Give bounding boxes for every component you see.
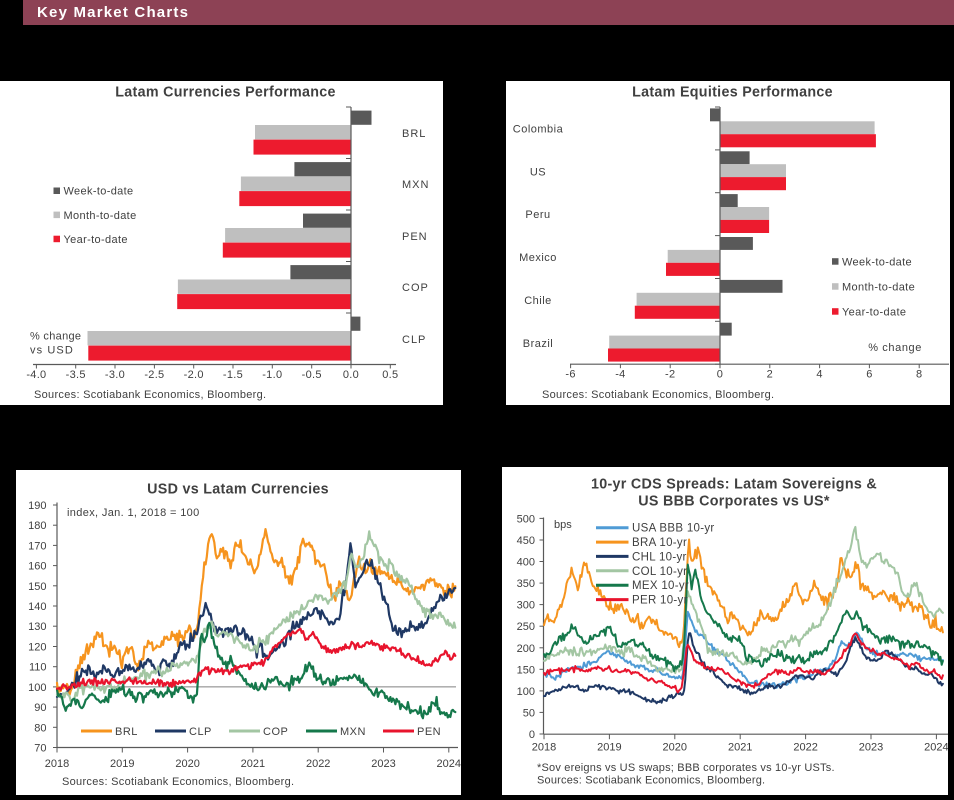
svg-text:100: 100 bbox=[28, 682, 46, 694]
svg-text:Month-to-date: Month-to-date bbox=[842, 281, 915, 293]
svg-text:-2.5: -2.5 bbox=[144, 369, 164, 381]
svg-text:50: 50 bbox=[523, 707, 535, 719]
svg-text:-6: -6 bbox=[565, 369, 575, 381]
svg-text:Mexico: Mexico bbox=[519, 252, 557, 264]
svg-text:-4.0: -4.0 bbox=[26, 369, 46, 381]
svg-text:2024: 2024 bbox=[437, 758, 461, 770]
svg-text:MXN: MXN bbox=[402, 179, 429, 191]
svg-text:160: 160 bbox=[28, 561, 46, 573]
svg-text:BRL: BRL bbox=[115, 726, 138, 738]
svg-text:Peru: Peru bbox=[525, 209, 550, 221]
svg-text:-1.5: -1.5 bbox=[223, 369, 243, 381]
svg-text:Sources: Scotiabank Economics,: Sources: Scotiabank Economics, Bloomberg… bbox=[542, 389, 774, 401]
svg-text:2021: 2021 bbox=[728, 742, 752, 754]
svg-text:140: 140 bbox=[28, 601, 46, 613]
svg-text:Year-to-date: Year-to-date bbox=[64, 234, 128, 246]
svg-text:Week-to-date: Week-to-date bbox=[64, 186, 134, 198]
svg-text:CLP: CLP bbox=[402, 334, 426, 346]
svg-text:-3.0: -3.0 bbox=[105, 369, 125, 381]
svg-text:Week-to-date: Week-to-date bbox=[842, 256, 912, 268]
svg-text:0.0: 0.0 bbox=[343, 369, 359, 381]
svg-text:150: 150 bbox=[28, 581, 46, 593]
svg-text:CHL 10-yr: CHL 10-yr bbox=[632, 551, 687, 563]
svg-text:COP: COP bbox=[402, 282, 429, 294]
svg-text:CLP: CLP bbox=[189, 726, 212, 738]
svg-text:PER 10-yr: PER 10-yr bbox=[632, 595, 688, 607]
svg-text:2: 2 bbox=[767, 369, 773, 381]
svg-text:2023: 2023 bbox=[859, 742, 883, 754]
svg-text:COL 10-yr: COL 10-yr bbox=[632, 566, 687, 578]
svg-text:Month-to-date: Month-to-date bbox=[64, 210, 137, 222]
svg-text:0.5: 0.5 bbox=[382, 369, 398, 381]
svg-text:6: 6 bbox=[866, 369, 872, 381]
svg-text:Latam Equities Performance: Latam Equities Performance bbox=[632, 85, 833, 101]
svg-text:Sources: Scotiabank Economics,: Sources: Scotiabank Economics, Bloomberg… bbox=[62, 776, 294, 788]
svg-text:US: US bbox=[530, 166, 546, 178]
svg-text:0: 0 bbox=[529, 729, 535, 741]
svg-text:2018: 2018 bbox=[45, 758, 69, 770]
svg-text:130: 130 bbox=[28, 621, 46, 633]
svg-text:10-yr CDS Spreads: Latam Sover: 10-yr CDS Spreads: Latam Sovereigns & bbox=[591, 477, 877, 493]
svg-text:PEN: PEN bbox=[402, 231, 428, 243]
svg-text:180: 180 bbox=[28, 520, 46, 532]
svg-text:200: 200 bbox=[517, 643, 535, 655]
svg-text:-2: -2 bbox=[665, 369, 675, 381]
svg-text:vs USD: vs USD bbox=[30, 345, 74, 357]
svg-text:Latam Currencies Performance: Latam Currencies Performance bbox=[115, 85, 336, 101]
svg-text:190: 190 bbox=[28, 500, 46, 512]
svg-text:450: 450 bbox=[517, 535, 535, 547]
svg-text:2019: 2019 bbox=[110, 758, 134, 770]
svg-text:2023: 2023 bbox=[371, 758, 395, 770]
svg-text:Chile: Chile bbox=[524, 295, 552, 307]
svg-text:2021: 2021 bbox=[241, 758, 265, 770]
svg-text:100: 100 bbox=[517, 686, 535, 698]
svg-text:-0.5: -0.5 bbox=[302, 369, 322, 381]
svg-text:2020: 2020 bbox=[663, 742, 687, 754]
svg-text:BRA 10-yr: BRA 10-yr bbox=[632, 537, 687, 549]
svg-text:-1.0: -1.0 bbox=[262, 369, 282, 381]
svg-text:2024: 2024 bbox=[924, 742, 948, 754]
svg-text:2020: 2020 bbox=[175, 758, 199, 770]
svg-text:170: 170 bbox=[28, 540, 46, 552]
svg-text:120: 120 bbox=[28, 642, 46, 654]
svg-text:*Sov ereigns vs US swaps; BBB: *Sov ereigns vs US swaps; BBB corporates… bbox=[537, 762, 835, 774]
svg-text:150: 150 bbox=[517, 664, 535, 676]
svg-text:Year-to-date: Year-to-date bbox=[842, 306, 906, 318]
svg-text:80: 80 bbox=[34, 722, 46, 734]
svg-text:110: 110 bbox=[29, 662, 47, 674]
svg-text:Colombia: Colombia bbox=[513, 123, 564, 135]
svg-text:2018: 2018 bbox=[532, 742, 556, 754]
svg-text:% change: % change bbox=[868, 342, 922, 354]
svg-text:350: 350 bbox=[517, 578, 535, 590]
svg-text:MEX 10-yr: MEX 10-yr bbox=[632, 580, 689, 592]
svg-text:MXN: MXN bbox=[340, 726, 366, 738]
svg-text:4: 4 bbox=[816, 369, 822, 381]
svg-text:Brazil: Brazil bbox=[523, 338, 554, 350]
svg-text:300: 300 bbox=[517, 600, 535, 612]
svg-text:Sources: Scotiabank Economics,: Sources: Scotiabank Economics, Bloomberg… bbox=[34, 389, 266, 401]
svg-text:2022: 2022 bbox=[306, 758, 330, 770]
svg-text:Sources: Scotiabank Economics,: Sources: Scotiabank Economics, Bloomberg… bbox=[537, 775, 765, 787]
svg-text:index, Jan. 1, 2018 = 100: index, Jan. 1, 2018 = 100 bbox=[67, 507, 200, 519]
svg-text:-3.5: -3.5 bbox=[66, 369, 86, 381]
svg-text:BRL: BRL bbox=[402, 128, 426, 140]
svg-text:USA BBB 10-yr: USA BBB 10-yr bbox=[632, 523, 715, 535]
svg-text:% change: % change bbox=[30, 331, 81, 343]
svg-text:-4: -4 bbox=[615, 369, 625, 381]
svg-text:250: 250 bbox=[517, 621, 535, 633]
svg-text:USD vs Latam Currencies: USD vs Latam Currencies bbox=[147, 482, 329, 498]
svg-text:bps: bps bbox=[554, 519, 572, 531]
svg-text:2022: 2022 bbox=[793, 742, 817, 754]
svg-text:500: 500 bbox=[517, 513, 535, 525]
svg-text:2019: 2019 bbox=[597, 742, 621, 754]
svg-text:8: 8 bbox=[916, 369, 922, 381]
svg-text:0: 0 bbox=[717, 369, 723, 381]
svg-text:90: 90 bbox=[34, 702, 46, 714]
svg-text:US BBB Corporates vs US*: US BBB Corporates vs US* bbox=[638, 494, 830, 510]
svg-text:400: 400 bbox=[517, 557, 535, 569]
svg-text:PEN: PEN bbox=[417, 726, 441, 738]
svg-text:70: 70 bbox=[34, 743, 46, 755]
svg-text:COP: COP bbox=[263, 726, 288, 738]
svg-text:-2.0: -2.0 bbox=[184, 369, 204, 381]
